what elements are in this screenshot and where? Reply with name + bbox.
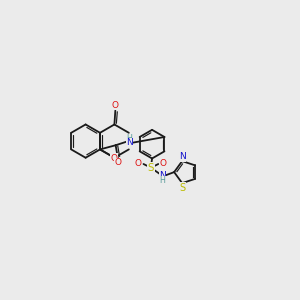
Text: H: H bbox=[159, 176, 165, 185]
Text: N: N bbox=[126, 138, 133, 147]
Text: H: H bbox=[127, 134, 133, 143]
Text: O: O bbox=[160, 159, 167, 168]
Text: N: N bbox=[179, 152, 185, 161]
Text: O: O bbox=[111, 154, 118, 163]
Text: O: O bbox=[115, 158, 122, 167]
Text: S: S bbox=[179, 183, 186, 193]
Text: S: S bbox=[148, 163, 154, 173]
Text: N: N bbox=[159, 171, 166, 180]
Text: O: O bbox=[112, 101, 119, 110]
Text: O: O bbox=[135, 159, 142, 168]
